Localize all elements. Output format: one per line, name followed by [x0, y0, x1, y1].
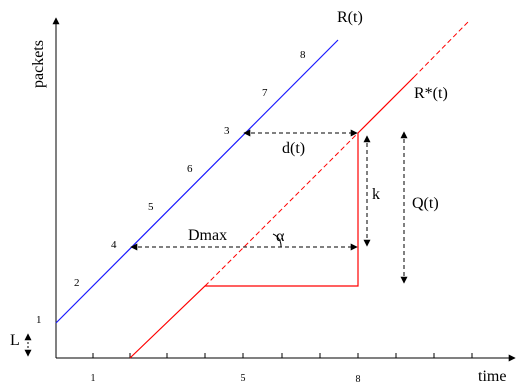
point-label-8: 8 — [300, 49, 306, 61]
service-curve-dashed-top — [413, 21, 469, 78]
x-tick-label-5: 5 — [241, 373, 246, 384]
point-label-6: 6 — [187, 163, 193, 175]
k-label: k — [372, 186, 380, 203]
dmax-label: Dmax — [188, 227, 227, 244]
backlog-label: Q(t) — [412, 195, 439, 212]
point-label-2: 2 — [74, 277, 80, 289]
x-tick-label-8: 8 — [356, 374, 361, 385]
alpha-angle-arc — [272, 233, 282, 248]
delay-label: d(t) — [282, 140, 305, 157]
point-label-5: 5 — [148, 201, 154, 213]
point-label-4: 4 — [111, 239, 117, 251]
x-axis-label: time — [478, 368, 506, 385]
service-curve-dashed-extension — [204, 132, 359, 287]
alpha-label: α — [276, 228, 285, 245]
service-curve-line — [129, 76, 415, 359]
point-label-1: 1 — [36, 314, 42, 326]
arrival-curve-label: R(t) — [337, 9, 363, 26]
packet-length-label: L — [10, 332, 20, 349]
service-curve-label: R*(t) — [414, 85, 448, 102]
y-axis-label: packets — [30, 40, 47, 88]
point-label-3: 3 — [224, 125, 230, 137]
arrival-curve-line — [55, 39, 339, 324]
point-label-7: 7 — [262, 87, 268, 99]
x-tick-label-1: 1 — [91, 373, 96, 384]
